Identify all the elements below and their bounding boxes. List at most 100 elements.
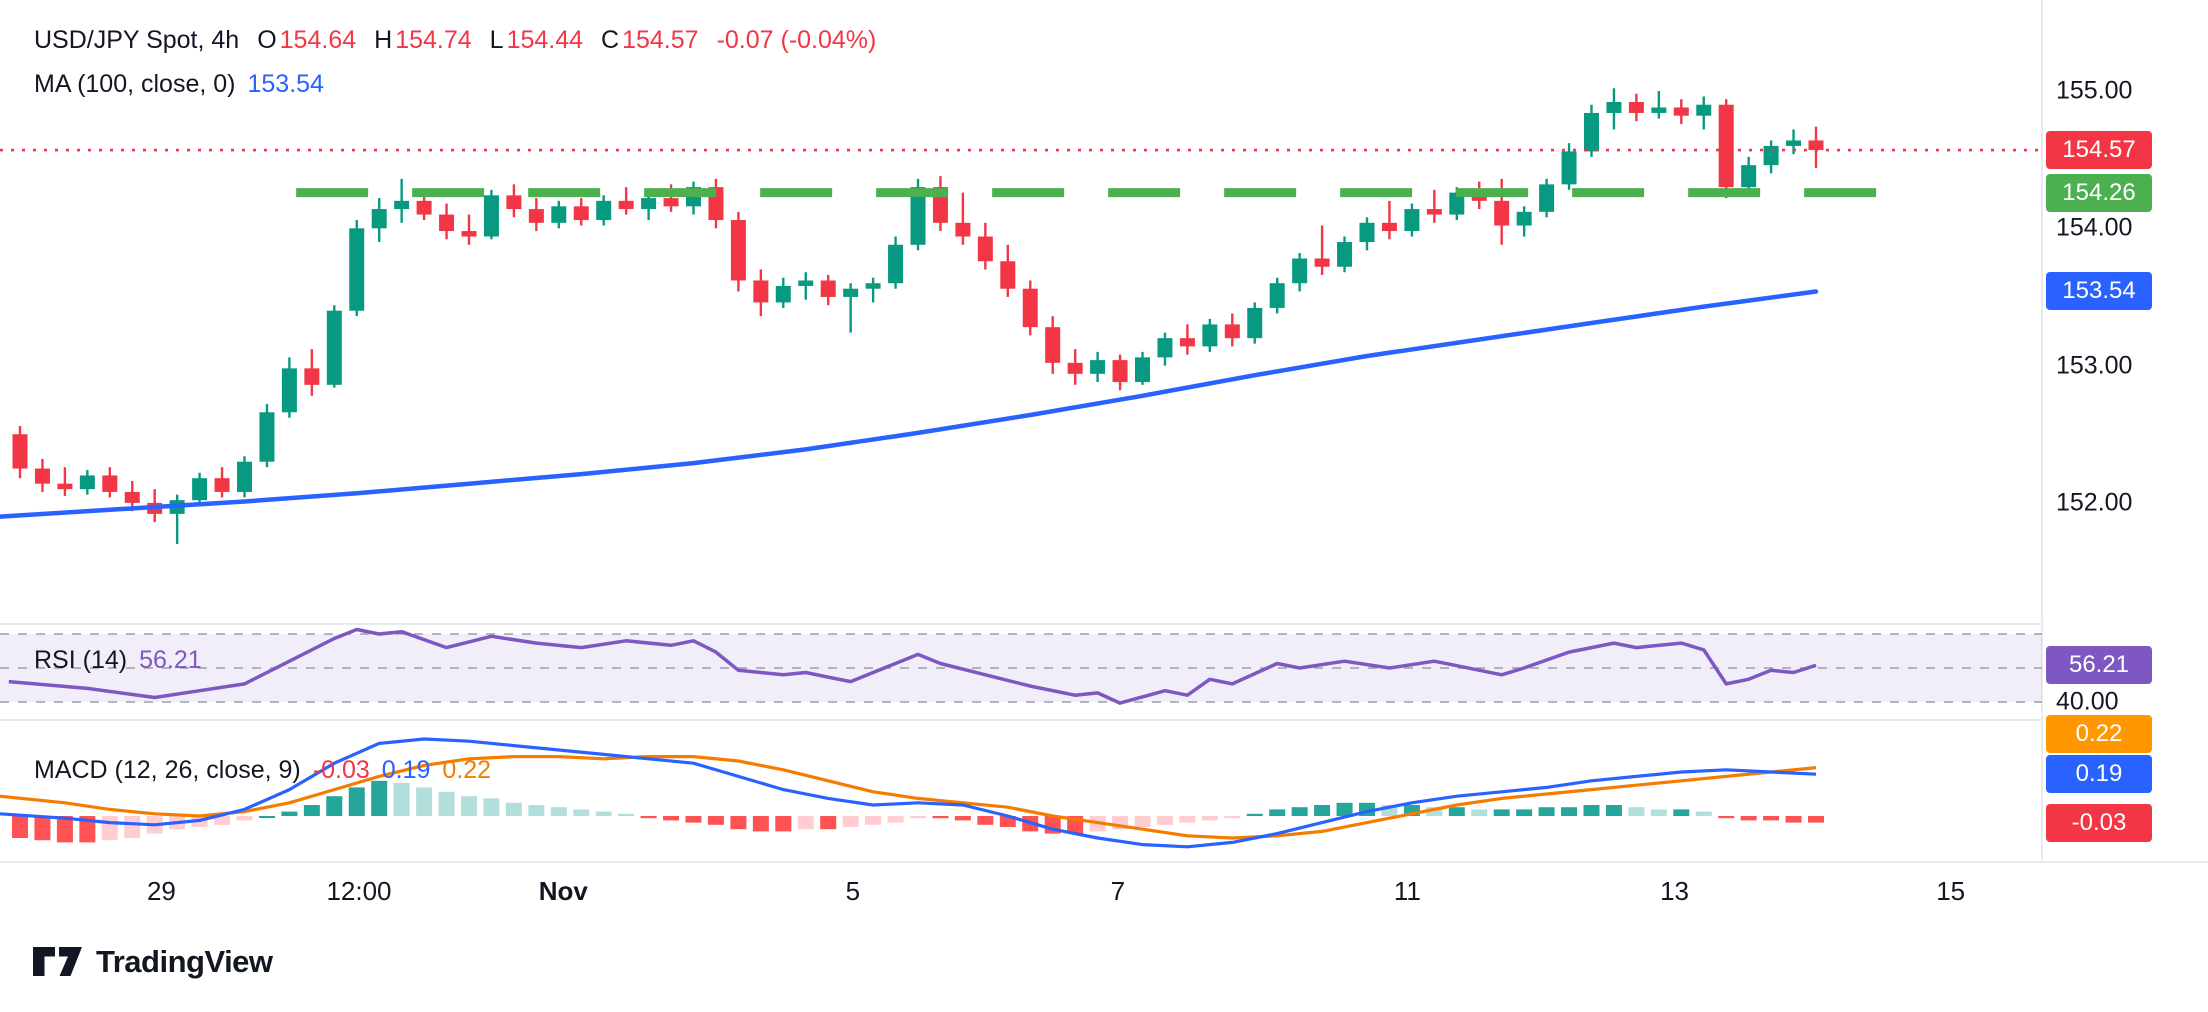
macd-signal-value: 0.22	[442, 756, 492, 784]
time-tick-7: 7	[1110, 876, 1126, 906]
time-tick-Nov: Nov	[538, 876, 588, 906]
candle-body	[12, 434, 28, 469]
macd-histogram-bar	[1628, 807, 1645, 816]
ohlc-close-label: C	[601, 26, 620, 54]
candle-body	[461, 231, 477, 237]
macd-histogram-bar	[528, 805, 545, 816]
candle-body	[79, 475, 95, 490]
candle-body	[281, 368, 297, 413]
macd-histogram-bar	[281, 811, 298, 816]
macd-histogram-bar	[371, 780, 388, 816]
candle-body	[1337, 242, 1353, 267]
candle-body	[1112, 360, 1128, 383]
macd-histogram-bar	[1493, 809, 1510, 816]
candle-body	[1718, 104, 1734, 188]
macd-histogram-bar	[1471, 809, 1488, 816]
candle-body	[214, 478, 230, 492]
time-tick-15: 15	[1936, 876, 1966, 906]
main-legend[interactable]: USD/JPY Spot, 4h O 154.64 H 154.74 L 154.44 C 15…	[34, 26, 876, 55]
candle-body	[1561, 151, 1577, 185]
candle-body	[1090, 360, 1106, 374]
macd-legend[interactable]: MACD (12, 26, close, 9) -0.03 0.19 0.22	[34, 756, 491, 785]
tradingview-logo-text: TradingView	[96, 944, 273, 979]
candle-body	[1224, 324, 1240, 339]
macd-histogram-bar	[910, 816, 926, 819]
macd-histogram-bar	[707, 816, 724, 825]
candle-body	[596, 200, 612, 221]
candle-body	[1628, 101, 1644, 113]
candle-body	[237, 461, 252, 492]
candle-body	[1808, 140, 1824, 151]
candle-body	[259, 412, 275, 462]
candle-body	[349, 228, 365, 311]
candle-body	[1269, 283, 1285, 308]
macd-histogram-bar	[1291, 807, 1308, 816]
macd-histogram-bar	[999, 816, 1016, 827]
macd-histogram-bar	[977, 816, 994, 825]
candle-body	[730, 220, 746, 281]
macd-histogram-bar	[775, 816, 792, 832]
macd-line	[0, 737, 1817, 849]
macd-histogram-bar	[1179, 816, 1196, 823]
candle-body	[416, 200, 432, 215]
candle-body	[910, 187, 926, 245]
macd-line-value: 0.19	[381, 756, 431, 784]
candle-body	[1067, 362, 1083, 374]
macd-histogram-bar	[393, 783, 410, 816]
macd-histogram-bar	[1538, 807, 1555, 816]
macd-histogram-bar	[1763, 816, 1780, 821]
candle-body	[955, 222, 971, 237]
tradingview-logo[interactable]: TradingView	[32, 944, 273, 980]
candle-body	[1314, 258, 1330, 267]
macd-histogram-bar	[1224, 816, 1241, 819]
macd-histogram-bar	[1516, 809, 1533, 816]
candle-body	[1157, 338, 1173, 358]
candle-body	[551, 206, 567, 223]
candle-body	[753, 280, 769, 303]
macd-histogram-bar	[56, 816, 73, 843]
rsi-legend-value: 56.21	[139, 646, 202, 674]
macd-histogram-bar	[1673, 809, 1690, 816]
macd-histogram-bar	[1246, 813, 1263, 816]
macd-histogram-bar	[887, 816, 904, 823]
ohlc-open-value: 154.64	[279, 26, 357, 54]
ohlc-open-label: O	[257, 26, 277, 54]
candle-body	[1022, 288, 1038, 328]
macd-histogram-bar	[1740, 816, 1757, 821]
rsi-legend[interactable]: RSI (14) 56.21	[34, 646, 202, 675]
candle-body	[1763, 145, 1779, 166]
candle-body	[1135, 357, 1150, 383]
macd-histogram-bar	[258, 816, 275, 818]
ma-legend[interactable]: MA (100, close, 0) 153.54	[34, 70, 324, 99]
candle-body	[1539, 184, 1555, 212]
candle-body	[1449, 192, 1465, 215]
ma-legend-value: 153.54	[247, 70, 324, 98]
candle-body	[1000, 261, 1016, 289]
macd-histogram-bar	[1561, 807, 1578, 816]
macd-histogram-bar	[640, 816, 657, 819]
candle-body	[483, 195, 499, 237]
macd-histogram-bar	[461, 796, 477, 816]
macd-histogram-bar	[236, 816, 253, 821]
candle-body	[192, 478, 208, 501]
macd-histogram-bar	[214, 816, 231, 825]
candle-body	[1179, 338, 1195, 347]
macd-histogram-bar	[1583, 805, 1600, 816]
macd-histogram-bar	[416, 787, 433, 816]
macd-histogram-bar	[303, 805, 320, 816]
macd-histogram-bar	[1808, 816, 1824, 823]
macd-histogram-bar	[505, 802, 522, 816]
time-axis[interactable]: 29 12:00 Nov 5 7 11 13 15	[0, 862, 2042, 912]
candle-body	[1606, 101, 1622, 113]
macd-histogram-bar	[79, 816, 96, 843]
macd-histogram-bar	[1403, 805, 1420, 816]
macd-histogram-bar	[1336, 802, 1353, 816]
time-tick-5: 5	[845, 876, 861, 906]
macd-histogram-bar	[730, 816, 747, 830]
macd-histogram-bar	[932, 816, 949, 819]
macd-histogram-bar	[483, 798, 500, 816]
time-tick-13: 13	[1660, 876, 1690, 906]
macd-histogram-bar	[348, 787, 365, 816]
candle-body	[1516, 211, 1532, 226]
